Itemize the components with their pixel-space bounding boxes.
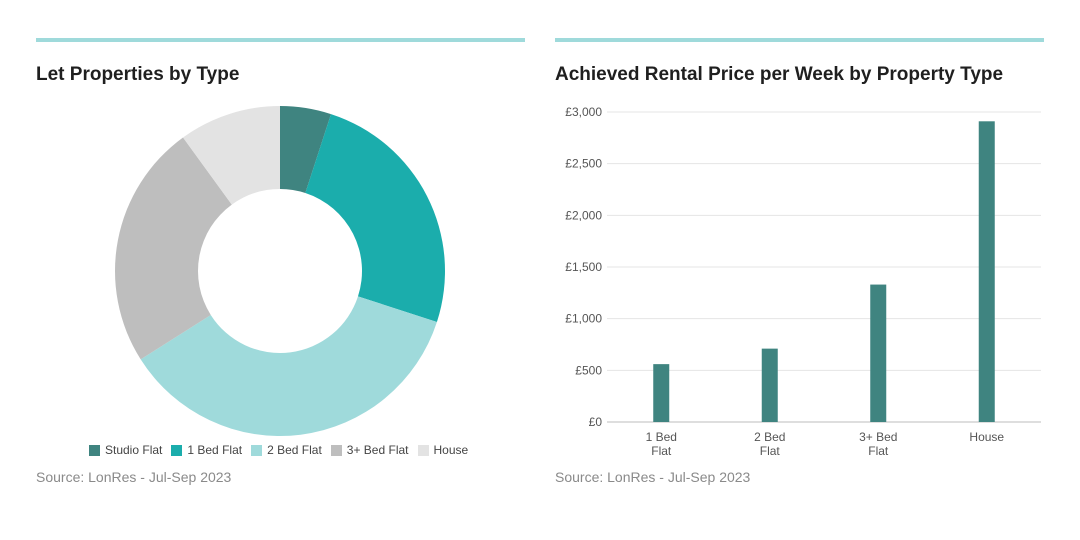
donut-slice-1-bed-flat (305, 114, 445, 322)
bar-3 (870, 284, 887, 422)
legend-label: House (433, 443, 469, 457)
x-tick-label: House (969, 430, 1004, 444)
right-panel: Achieved Rental Price per Week by Proper… (555, 0, 1045, 540)
legend-label: 2 Bed Flat (267, 443, 322, 457)
legend-item-2-bed-flat: 2 Bed Flat (251, 443, 322, 457)
y-tick-label: £500 (575, 363, 602, 377)
donut-slice-house (183, 106, 280, 205)
bar-chart-title: Achieved Rental Price per Week by Proper… (555, 64, 1004, 85)
panel-top-rule (36, 38, 525, 42)
bar-1 (653, 364, 670, 422)
left-panel: Let Properties by Type Studio Flat 1 Bed … (36, 0, 526, 540)
panel-top-rule (555, 38, 1044, 42)
y-tick-label: £1,000 (565, 312, 602, 326)
bar-chart: £0 £500 £1,000 £1,500 £2,000 £2,500 £3,000 1 Be… (565, 105, 1041, 458)
bar-source-note: Source: LonRes - Jul-Sep 2023 (555, 469, 751, 485)
donut-chart-title: Let Properties by Type (36, 64, 240, 85)
y-tick-label: £1,500 (565, 260, 602, 274)
y-tick-label: £2,000 (565, 208, 602, 222)
legend-item-1-bed-flat: 1 Bed Flat (171, 443, 242, 457)
y-tick-label: £0 (589, 415, 603, 429)
donut-slice-studio-flat (280, 106, 331, 194)
legend-item-studio-flat: Studio Flat (89, 443, 162, 457)
bar-4 (978, 121, 995, 423)
y-tick-label: £3,000 (565, 105, 602, 119)
donut-legend: Studio Flat 1 Bed Flat 2 Bed Flat 3+ Bed Fl… (89, 443, 477, 457)
y-tick-label: £2,500 (565, 157, 602, 171)
x-tick-label: 1 Bed Flat (646, 430, 677, 458)
donut-slice-3plus-bed-flat (115, 137, 232, 360)
legend-label: 3+ Bed Flat (346, 443, 409, 457)
legend-swatch (330, 444, 342, 456)
x-tick-label: 3+ Bed Flat (859, 430, 897, 458)
legend-swatch (171, 444, 183, 456)
legend-label: 1 Bed Flat (187, 443, 243, 457)
x-tick-label: 2 Bed Flat (754, 430, 785, 458)
legend-item-3plus-bed-flat: 3+ Bed Flat (330, 443, 409, 457)
donut-slice-2-bed-flat (140, 296, 437, 437)
donut-chart (115, 106, 445, 437)
legend-swatch (89, 444, 100, 456)
donut-source-note: Source: LonRes - Jul-Sep 2023 (36, 469, 232, 485)
bar-2 (761, 348, 778, 422)
legend-swatch (417, 444, 429, 456)
legend-label: Studio Flat (105, 443, 163, 457)
legend-swatch (251, 444, 263, 456)
legend-item-house: House (417, 443, 469, 457)
